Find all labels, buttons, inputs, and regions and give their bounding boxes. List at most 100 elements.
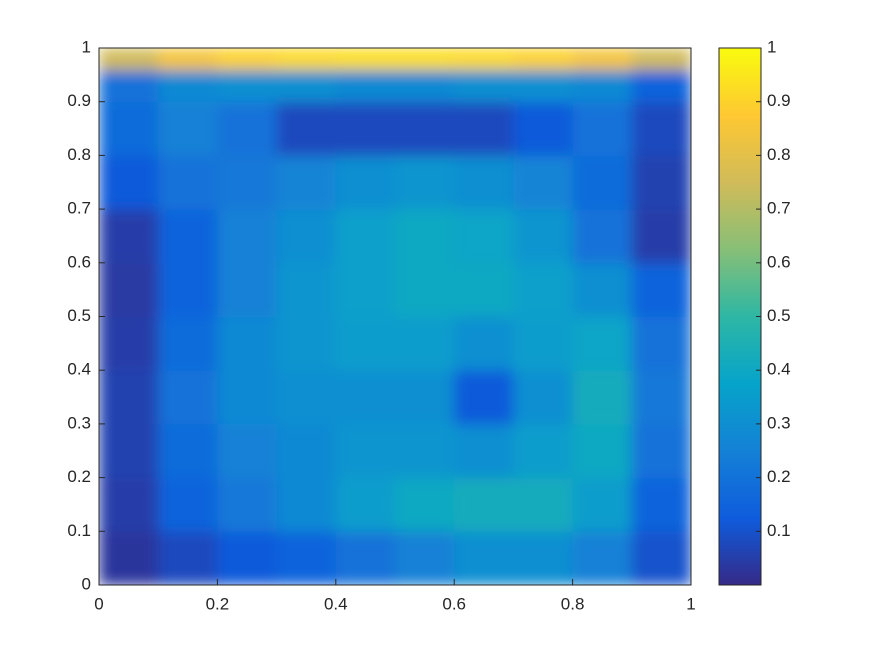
heat-cell [158, 69, 218, 103]
heat-cell [572, 477, 633, 532]
x-tick-label: 0.8 [561, 594, 585, 613]
heat-cell [395, 316, 455, 371]
heat-cell [158, 531, 218, 585]
heat-cell [454, 69, 514, 103]
colorbar-tick-label: 0.4 [767, 360, 791, 379]
heat-cell [454, 155, 514, 210]
heat-cell [395, 531, 455, 585]
heat-cell [572, 262, 633, 317]
heat-cell [158, 316, 218, 371]
heat-cell [631, 69, 691, 103]
heat-cell [513, 48, 574, 70]
heat-cell [572, 370, 633, 425]
heat-cell [158, 209, 218, 264]
heat-cell [395, 370, 455, 425]
x-tick-label: 0.2 [206, 594, 230, 613]
colorbar [718, 47, 762, 586]
heat-cell [395, 48, 455, 70]
heat-cell [99, 48, 159, 70]
heat-cell [217, 423, 278, 479]
heat-cell [99, 423, 159, 479]
heat-cell [395, 262, 455, 317]
heat-cell [395, 209, 455, 264]
y-tick-label: 0.3 [67, 413, 91, 432]
heat-cell [335, 101, 396, 156]
heat-cell [631, 370, 691, 425]
heat-cell [395, 423, 455, 479]
heat-cell [217, 477, 278, 532]
x-tick-label: 1 [686, 594, 695, 613]
heat-cell [454, 423, 514, 479]
heat-cell [454, 316, 514, 371]
heat-cell [631, 48, 691, 70]
heat-cell [631, 531, 691, 585]
heat-cell [513, 531, 574, 585]
heat-cell [631, 423, 691, 479]
heat-cell [572, 69, 633, 103]
heatmap [99, 48, 691, 585]
heat-cell [158, 370, 218, 425]
heat-cell [513, 209, 574, 264]
heat-cell [513, 316, 574, 371]
heat-cell [217, 209, 278, 264]
heat-cell [513, 423, 574, 479]
heat-cell [454, 101, 514, 156]
heat-cell [572, 316, 633, 371]
heat-cell [335, 69, 396, 103]
y-tick-label: 0 [82, 574, 91, 593]
heat-cell [276, 69, 337, 103]
colorbar-tick-label: 0.3 [767, 413, 791, 432]
colorbar-tick-label: 0.2 [767, 467, 791, 486]
y-tick-label: 1 [82, 37, 91, 56]
heat-cell [631, 477, 691, 532]
heat-cell [99, 370, 159, 425]
heat-cell [158, 477, 218, 532]
colorbar-tick-label: 0.7 [767, 199, 791, 218]
y-tick-label: 0.7 [67, 199, 91, 218]
heat-cell [217, 69, 278, 103]
heat-cell [99, 209, 159, 264]
heat-cell [276, 155, 337, 210]
heat-cell [454, 477, 514, 532]
colorbar-tick-label: 0.5 [767, 306, 791, 325]
heat-cell [158, 423, 218, 479]
y-tick-label: 0.5 [67, 306, 91, 325]
heat-cell [335, 209, 396, 264]
heat-cell [454, 262, 514, 317]
y-tick-label: 0.2 [67, 467, 91, 486]
colorbar-tick-label: 0.9 [767, 91, 791, 110]
heat-cell [395, 101, 455, 156]
heat-cell [572, 155, 633, 210]
colorbar-tick-label: 1 [767, 37, 776, 56]
heat-cell [513, 370, 574, 425]
heat-cell [276, 531, 337, 585]
x-tick-label: 0.6 [442, 594, 466, 613]
heat-cell [217, 155, 278, 210]
heat-cell [99, 262, 159, 317]
heat-cell [572, 101, 633, 156]
heat-cell [395, 477, 455, 532]
heat-cell [276, 477, 337, 532]
colorbar-tick-label: 0.8 [767, 145, 791, 164]
heat-cell [158, 101, 218, 156]
heat-cell [631, 262, 691, 317]
heat-cell [395, 155, 455, 210]
x-tick-label: 0.4 [324, 594, 348, 613]
heat-cell [454, 531, 514, 585]
colorbar-tick-label: 0.6 [767, 252, 791, 271]
y-tick-label: 0.4 [67, 360, 91, 379]
heat-cell [631, 101, 691, 156]
heat-cell [217, 370, 278, 425]
heat-cell [158, 155, 218, 210]
heat-cell [276, 209, 337, 264]
colorbar-tick-label: 0.1 [767, 521, 791, 540]
heat-cell [217, 101, 278, 156]
heat-cell [513, 155, 574, 210]
heat-cell [335, 262, 396, 317]
heat-cell [217, 316, 278, 371]
heat-cell [276, 101, 337, 156]
heat-cell [99, 477, 159, 532]
heat-cell [572, 423, 633, 479]
heat-cell [335, 316, 396, 371]
